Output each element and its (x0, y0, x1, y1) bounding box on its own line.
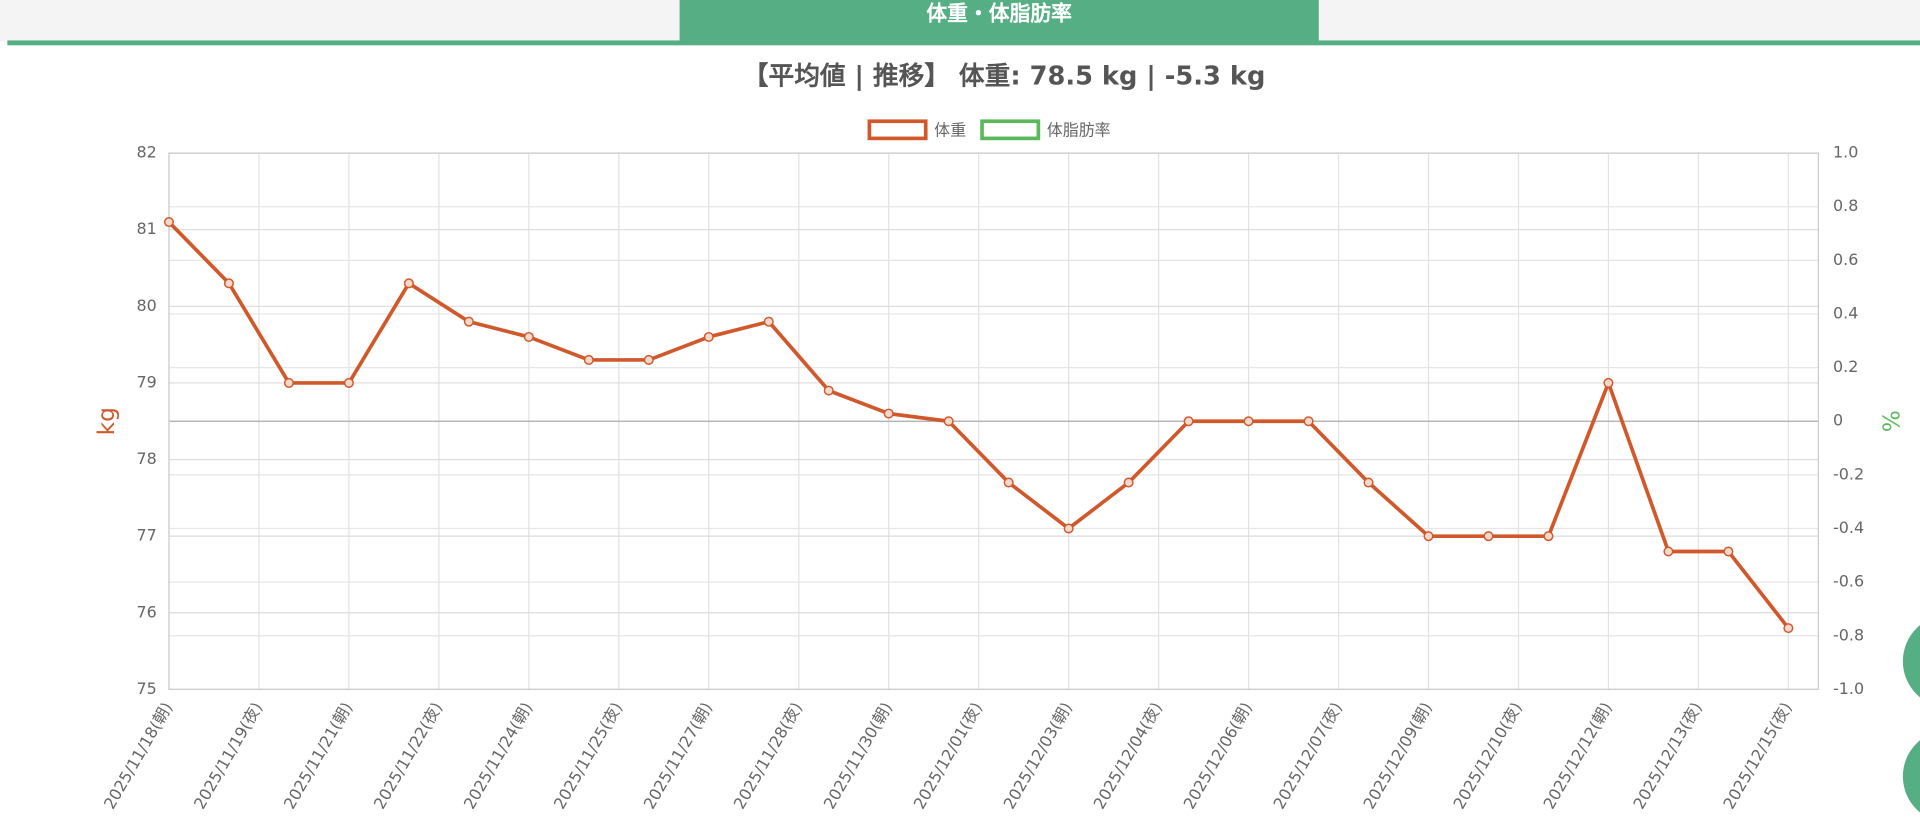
x-tick-label: 2025/12/03(朝) (1000, 699, 1076, 812)
data-point (463, 316, 474, 327)
data-point (823, 385, 834, 396)
legend-label: 体重 (934, 121, 966, 140)
data-point (403, 278, 414, 289)
y-tick-label: 82 (136, 143, 156, 162)
data-point (1483, 531, 1494, 542)
x-tick-label: 2025/11/21(朝) (280, 699, 356, 812)
tab-label[interactable]: 体重・体脂肪率 (926, 2, 1072, 26)
x-tick-label: 2025/12/15(夜) (1719, 699, 1795, 812)
x-tick-label: 2025/12/06(朝) (1179, 699, 1255, 812)
y2-tick-label: -1.0 (1833, 679, 1864, 698)
y2-tick-label: 0.2 (1833, 357, 1858, 376)
x-tick-label: 2025/11/19(夜) (190, 699, 266, 812)
y-tick-label: 78 (136, 449, 156, 468)
data-point (763, 316, 774, 327)
x-tick-label: 2025/11/18(朝) (100, 699, 176, 812)
data-point (1603, 377, 1614, 388)
y-tick-label: 80 (136, 296, 156, 315)
y-tick-label: 81 (136, 219, 156, 238)
y2-tick-label: -0.6 (1833, 572, 1864, 591)
plot-border (168, 152, 1819, 691)
x-tick-label: 2025/12/13(夜) (1629, 699, 1705, 812)
legend-label: 体脂肪率 (1047, 121, 1111, 140)
y-tick-label: 75 (136, 679, 156, 698)
data-point (523, 331, 534, 342)
data-point (1423, 531, 1434, 542)
y-axis-title: kg (93, 407, 120, 435)
legend-swatch (980, 119, 1041, 141)
side-button[interactable] (1902, 615, 1920, 708)
data-point (883, 408, 894, 419)
data-point (1003, 477, 1014, 488)
x-tick-label: 2025/11/22(夜) (370, 699, 446, 812)
y2-tick-label: -0.4 (1833, 518, 1864, 537)
y2-tick-label: 0 (1833, 411, 1843, 430)
y-tick-label: 77 (136, 526, 156, 545)
data-point (1723, 546, 1734, 557)
chart-title: 【平均値 | 推移】 体重: 78.5 kg | -5.3 kg (743, 62, 1266, 92)
y2-tick-label: 0.8 (1833, 196, 1858, 215)
x-tick-label: 2025/12/10(夜) (1449, 699, 1525, 812)
data-point (643, 354, 654, 365)
data-point (1543, 531, 1554, 542)
x-tick-label: 2025/11/27(朝) (640, 699, 716, 812)
y-tick-label: 79 (136, 372, 156, 391)
data-point (583, 354, 594, 365)
y2-tick-label: 1.0 (1833, 143, 1858, 162)
y2-axis-title: % (1879, 410, 1906, 432)
series-line (167, 220, 1790, 630)
data-point (1123, 477, 1134, 488)
tab[interactable] (679, 0, 1319, 42)
x-tick-label: 2025/12/01(夜) (910, 699, 986, 812)
y2-tick-label: 0.4 (1833, 303, 1858, 322)
x-tick-label: 2025/12/09(朝) (1359, 699, 1435, 812)
legend-swatch (867, 119, 928, 141)
data-point (1243, 416, 1254, 427)
data-point (1303, 416, 1314, 427)
tab-underline (7, 40, 1920, 46)
x-tick-label: 2025/12/04(夜) (1090, 699, 1166, 812)
data-point (283, 377, 294, 388)
data-point (1183, 416, 1194, 427)
y2-tick-label: -0.2 (1833, 464, 1864, 483)
data-point (163, 217, 174, 228)
data-point (1663, 546, 1674, 557)
x-tick-label: 2025/11/28(夜) (730, 699, 806, 812)
data-point (343, 377, 354, 388)
data-point (1783, 623, 1794, 634)
x-tick-label: 2025/11/30(朝) (820, 699, 896, 812)
data-point (1063, 523, 1074, 534)
data-point (943, 416, 954, 427)
x-tick-label: 2025/12/07(夜) (1269, 699, 1345, 812)
y2-tick-label: 0.6 (1833, 250, 1858, 269)
x-tick-label: 2025/11/25(夜) (550, 699, 626, 812)
y-tick-label: 76 (136, 602, 156, 621)
data-point (1363, 477, 1374, 488)
y2-tick-label: -0.8 (1833, 625, 1864, 644)
side-button[interactable] (1902, 730, 1920, 818)
x-tick-label: 2025/12/12(朝) (1539, 699, 1615, 812)
x-tick-label: 2025/11/24(朝) (460, 699, 536, 812)
data-point (223, 278, 234, 289)
data-point (703, 331, 714, 342)
